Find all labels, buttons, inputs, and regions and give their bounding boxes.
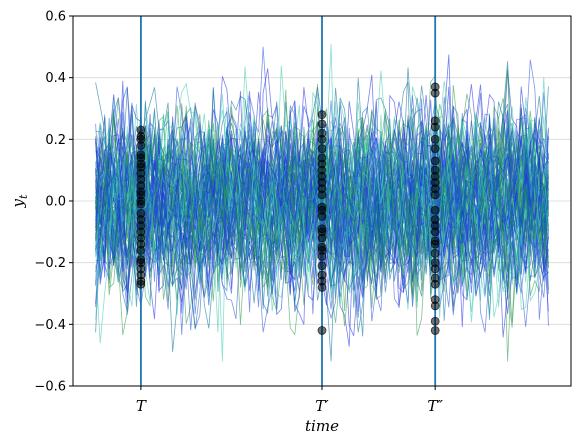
- marker-dot: [317, 159, 327, 169]
- marker-dot: [430, 122, 440, 132]
- y-axis-title-main: y: [9, 198, 27, 208]
- marker-dot: [430, 134, 440, 144]
- marker-dot: [136, 187, 146, 197]
- marker-dot: [317, 119, 327, 129]
- x-tick-label: T: [136, 397, 147, 415]
- marker-dot: [430, 326, 440, 335]
- x-tick-label: T′: [315, 397, 329, 415]
- marker-dot: [430, 184, 440, 194]
- marker-dot: [317, 227, 327, 237]
- marker-dot: [317, 245, 327, 255]
- marker-dot: [430, 171, 440, 181]
- marker-dot: [136, 233, 146, 243]
- y-tick-label: 0.6: [45, 10, 66, 25]
- y-tick-label: 0.0: [45, 195, 66, 210]
- marker-dot: [317, 261, 327, 271]
- marker-dot: [136, 215, 146, 224]
- y-tick-label: −0.6: [34, 380, 66, 395]
- marker-dot: [136, 175, 146, 184]
- y-tick-label: 0.4: [45, 71, 66, 86]
- marker-dot: [430, 301, 440, 311]
- x-axis-title: time: [305, 417, 339, 435]
- marker-dot: [430, 205, 440, 215]
- y-axis-title: yt: [9, 194, 30, 208]
- marker-dot: [317, 144, 327, 153]
- marker-dot: [317, 326, 327, 335]
- y-axis: −0.6 −0.4 −0.2 0.0 0.2 0.4 0.6: [34, 10, 73, 395]
- x-tick-label: T″: [427, 397, 443, 415]
- marker-dot: [430, 236, 440, 246]
- marker-dot: [430, 88, 440, 98]
- marker-dot: [317, 282, 327, 292]
- marker-dot: [136, 162, 146, 172]
- marker-dot: [136, 258, 146, 268]
- marker-dot: [136, 134, 146, 144]
- y-tick-label: −0.4: [34, 318, 66, 333]
- x-axis: T T′ T″: [136, 386, 443, 415]
- marker-dot: [317, 128, 327, 138]
- y-axis-title-subscript: t: [17, 194, 30, 199]
- marker-dot: [317, 171, 327, 181]
- marker-dot: [317, 110, 327, 120]
- y-tick-label: 0.2: [45, 133, 66, 148]
- marker-dot: [430, 221, 440, 231]
- marker-dot: [430, 156, 440, 166]
- marker-dot: [136, 279, 146, 289]
- marker-dot: [317, 205, 327, 215]
- y-tick-label: −0.2: [34, 256, 66, 271]
- marker-dot: [430, 264, 440, 274]
- marker-dot: [317, 184, 327, 194]
- marker-dot: [430, 249, 440, 258]
- marker-dot: [430, 316, 440, 326]
- marker-dot: [430, 279, 440, 289]
- marker-dot: [430, 144, 440, 153]
- marker-dot: [136, 245, 146, 255]
- marker-dot: [136, 153, 146, 163]
- marker-dot: [136, 196, 146, 206]
- marker-dots: [136, 82, 440, 335]
